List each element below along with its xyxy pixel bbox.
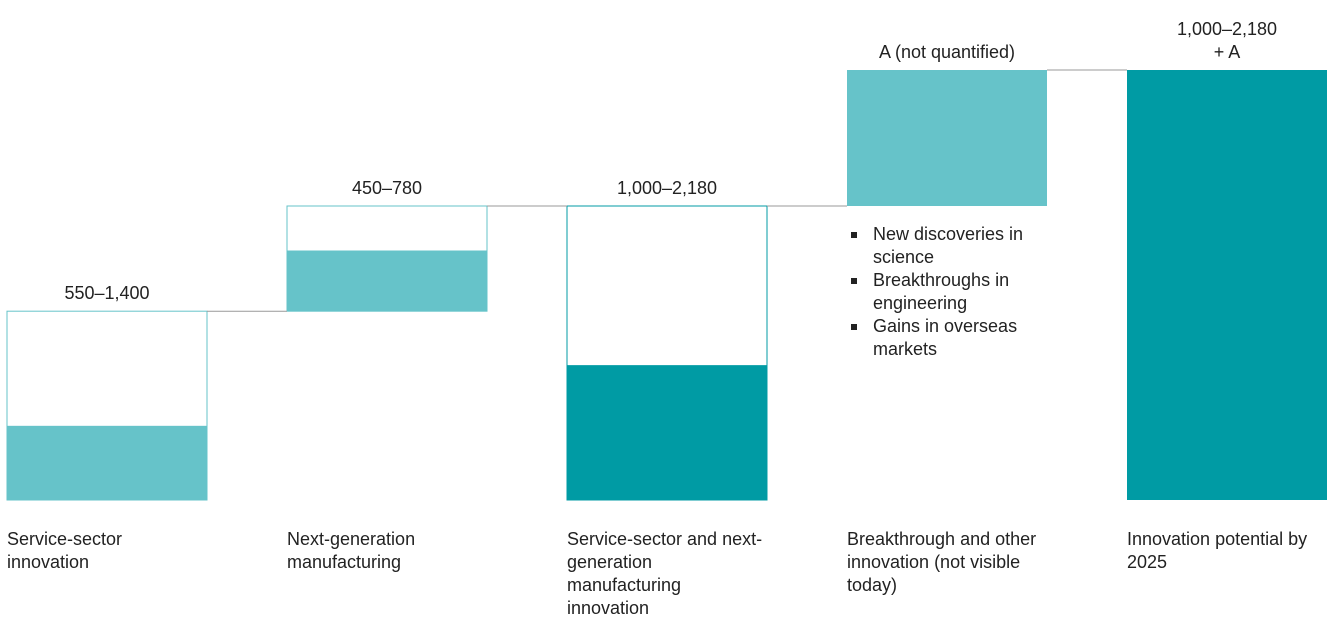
bar: [847, 70, 1047, 206]
bar: [287, 250, 487, 312]
value-label: 450–780: [352, 178, 422, 198]
value-label: + A: [1214, 42, 1241, 62]
x-category-label: Service-sector innovation: [7, 529, 123, 572]
x-category-label: Service-sector and next-generation manuf…: [567, 529, 763, 618]
bar: [567, 365, 767, 500]
annotation-list: New discoveries in science Breakthroughs …: [847, 223, 1077, 361]
value-label: A (not quantified): [879, 42, 1015, 62]
x-category-label: Innovation potential by 2025: [1127, 529, 1308, 572]
annotation: Breakthroughs in engineering: [847, 269, 1077, 315]
value-label: 550–1,400: [64, 283, 149, 303]
value-label: 1,000–2,180: [1177, 19, 1277, 39]
bar: [1127, 70, 1327, 500]
bar: [7, 425, 207, 500]
x-category-label: Breakthrough and other innovation (not v…: [847, 529, 1037, 595]
x-category-label: Next-generation manufacturing: [287, 529, 416, 572]
annotation: Gains in overseas markets: [847, 315, 1077, 361]
value-label: 1,000–2,180: [617, 178, 717, 198]
annotation: New discoveries in science: [847, 223, 1077, 269]
